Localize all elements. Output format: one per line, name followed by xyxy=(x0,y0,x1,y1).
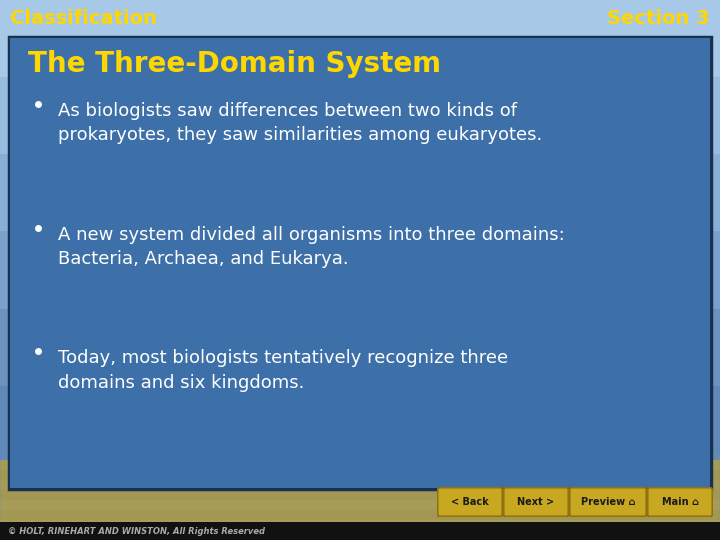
Text: Preview ⌂: Preview ⌂ xyxy=(581,497,635,507)
Bar xyxy=(0,510,720,520)
Bar xyxy=(0,154,720,232)
Bar xyxy=(0,463,720,540)
Bar xyxy=(0,386,720,463)
Text: A new system divided all organisms into three domains:
Bacteria, Archaea, and Eu: A new system divided all organisms into … xyxy=(58,226,564,268)
Bar xyxy=(0,460,720,540)
Text: < Back: < Back xyxy=(451,497,489,507)
Bar xyxy=(0,232,720,308)
Bar xyxy=(0,77,720,154)
Bar xyxy=(0,0,720,77)
FancyBboxPatch shape xyxy=(438,488,502,516)
FancyBboxPatch shape xyxy=(570,488,646,516)
Text: As biologists saw differences between two kinds of
prokaryotes, they saw similar: As biologists saw differences between tw… xyxy=(58,102,542,144)
Bar xyxy=(0,308,720,386)
Text: Today, most biologists tentatively recognize three
domains and six kingdoms.: Today, most biologists tentatively recog… xyxy=(58,349,508,392)
Text: Section 3: Section 3 xyxy=(608,9,710,28)
FancyBboxPatch shape xyxy=(504,488,568,516)
Bar xyxy=(0,460,720,470)
FancyBboxPatch shape xyxy=(9,37,711,489)
Bar xyxy=(0,522,720,540)
Text: Classification: Classification xyxy=(10,9,157,28)
FancyBboxPatch shape xyxy=(569,487,647,517)
Text: The Three-Domain System: The Three-Domain System xyxy=(28,50,441,78)
Bar xyxy=(0,520,720,530)
Bar xyxy=(0,490,720,500)
FancyBboxPatch shape xyxy=(10,38,710,488)
Bar xyxy=(0,500,720,510)
FancyBboxPatch shape xyxy=(647,487,713,517)
FancyBboxPatch shape xyxy=(503,487,569,517)
Bar xyxy=(0,530,720,540)
FancyBboxPatch shape xyxy=(648,488,712,516)
FancyBboxPatch shape xyxy=(437,487,503,517)
Bar xyxy=(0,470,720,480)
Bar xyxy=(0,480,720,490)
Text: Next >: Next > xyxy=(518,497,554,507)
Text: Main ⌂: Main ⌂ xyxy=(662,497,698,507)
Polygon shape xyxy=(0,450,720,540)
Text: © HOLT, RINEHART AND WINSTON, All Rights Reserved: © HOLT, RINEHART AND WINSTON, All Rights… xyxy=(8,526,265,536)
